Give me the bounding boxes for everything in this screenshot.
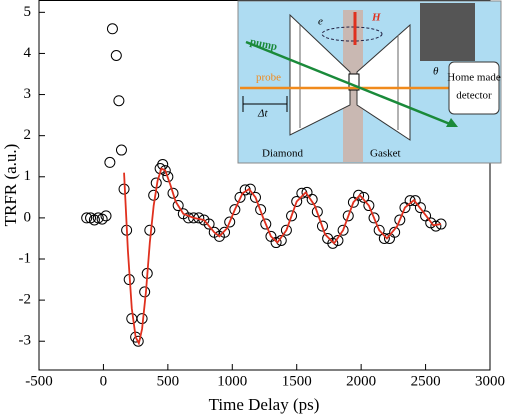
data-point: [203, 218, 215, 230]
data-point: [162, 171, 174, 183]
data-point: [347, 196, 359, 208]
x-axis-label: Time Delay (ps): [209, 395, 320, 414]
data-point: [126, 313, 138, 325]
data-point: [255, 204, 267, 216]
data-point: [104, 156, 116, 168]
data-point: [337, 224, 349, 236]
inset-label: probe: [256, 72, 281, 84]
arrow: [446, 118, 458, 127]
data-point: [306, 193, 318, 205]
inset-label: H: [371, 12, 381, 24]
x-tick-label: 1000: [217, 373, 247, 389]
data-point: [389, 226, 401, 238]
data-point: [219, 226, 231, 238]
y-tick-label: 3: [24, 86, 32, 102]
y-tick-label: 1: [24, 168, 32, 184]
data-point: [229, 204, 241, 216]
sample: [348, 73, 360, 91]
data-point: [144, 224, 156, 236]
data-point: [113, 95, 125, 107]
diamond-right: [356, 23, 411, 141]
axes: -500 0 500 1000 1500 2000 2500 3000 -3 -2 -1 0 1 2 3 4 5: [19, 0, 505, 389]
y-tick-label: -3: [19, 333, 32, 349]
inset-label: Δt: [257, 108, 268, 120]
data-point: [353, 189, 365, 201]
precession: [321, 26, 383, 42]
data-point: [139, 286, 151, 298]
inset-label: Diamond: [262, 148, 303, 160]
data-point: [172, 200, 184, 212]
diamond-left: [289, 13, 351, 136]
x-tick-label: 3000: [475, 373, 505, 389]
inset-label: Home made: [447, 72, 501, 84]
data-point: [188, 212, 200, 224]
data-point: [96, 213, 108, 225]
data-point: [394, 214, 406, 226]
data-point: [81, 212, 93, 224]
data-point: [414, 202, 426, 214]
data-point: [167, 187, 179, 199]
data-point: [327, 237, 339, 249]
inset-label: θ: [433, 66, 439, 78]
data-point: [132, 335, 144, 347]
x-tick-label: 500: [157, 373, 180, 389]
data-point: [110, 50, 122, 61]
data-point: [373, 224, 385, 236]
data-point: [332, 235, 344, 246]
data-point: [106, 23, 118, 35]
data-point: [430, 220, 442, 232]
data-point: [260, 218, 272, 230]
data-point: [270, 237, 282, 249]
data-point: [342, 210, 354, 222]
x-tick-label: 1500: [282, 373, 312, 389]
y-tick-label: 0: [24, 209, 32, 225]
inset-label: detector: [456, 90, 492, 102]
data-point: [286, 210, 298, 222]
data-point: [244, 183, 256, 195]
data-point: [224, 216, 236, 228]
marks: [81, 23, 447, 347]
lattice-image: [420, 3, 475, 61]
fit-line: [123, 167, 442, 346]
x-tick-label: 2500: [411, 373, 441, 389]
x-tick-label: 0: [100, 373, 108, 389]
inset-label: e: [318, 16, 323, 28]
inset-diagram: e H pump probe Δt θ Home made detector D…: [237, 0, 502, 164]
data-point: [409, 195, 421, 207]
x-tick-label: 2000: [346, 373, 376, 389]
data-point: [311, 206, 323, 218]
x-tick-label: -500: [25, 373, 53, 389]
y-tick-label: 4: [24, 45, 32, 61]
inset-label: pump: [249, 36, 278, 53]
data-point: [368, 212, 380, 224]
data-point: [363, 200, 375, 212]
inset-label: Gasket: [370, 148, 401, 160]
data-point: [100, 210, 112, 222]
y-axis-label: TRFR (a.u.): [1, 144, 20, 227]
data-point: [291, 195, 303, 207]
y-tick-label: 2: [24, 127, 32, 143]
y-tick-label: 5: [24, 4, 32, 20]
data-point: [420, 210, 432, 222]
data-point: [316, 220, 328, 232]
data-point: [280, 224, 292, 236]
pump-beam: [245, 40, 456, 128]
data-point: [115, 144, 127, 156]
detector-box: [448, 61, 500, 115]
data-point: [249, 191, 261, 203]
data-point: [378, 232, 390, 244]
data-point: [301, 186, 313, 198]
data-point: [148, 189, 160, 201]
data-point: [399, 202, 411, 214]
data-point: [234, 191, 246, 203]
y-tick-label: -1: [19, 250, 32, 266]
y-tick-label: -2: [19, 292, 32, 308]
